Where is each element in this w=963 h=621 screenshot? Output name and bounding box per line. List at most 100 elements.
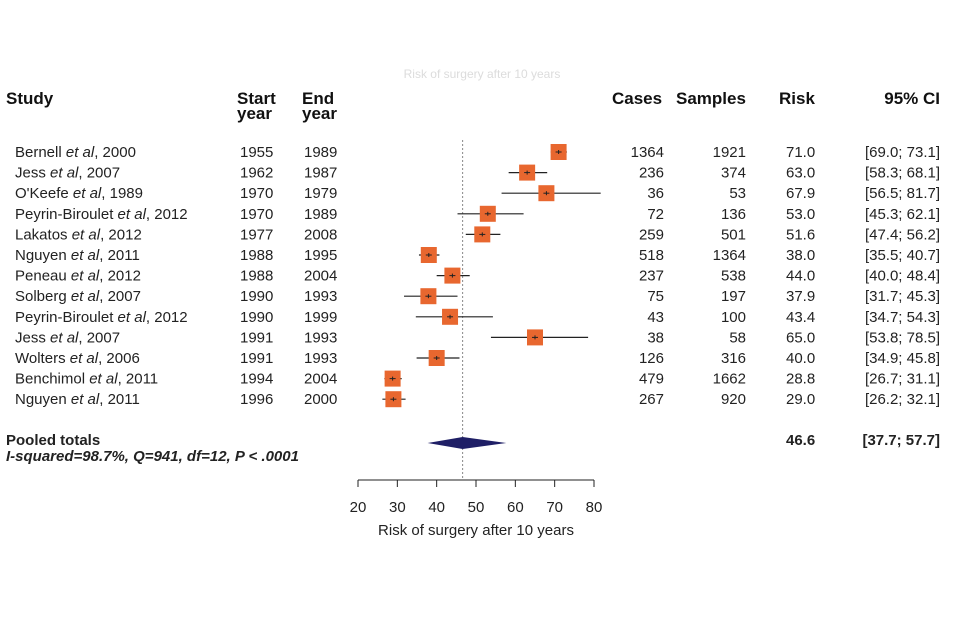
study-label: Nguyen et al, 2011	[15, 391, 140, 408]
study-row: Solberg et al, 2007 1990 1993 75 197 37.9 [31.…	[15, 288, 940, 305]
x-tick-label: 80	[586, 499, 603, 516]
risk-value: 29.0	[786, 391, 815, 408]
samples-value: 501	[721, 226, 746, 243]
study-row: Peyrin-Biroulet et al, 2012 1990 1999 43 100…	[15, 308, 940, 326]
cases-value: 237	[639, 268, 664, 285]
start-year: 1991	[240, 350, 273, 367]
cases-value: 75	[647, 288, 664, 305]
samples-value: 1921	[713, 144, 746, 161]
end-year: 2004	[304, 268, 337, 285]
end-year: 1993	[304, 329, 337, 346]
end-year: 1989	[304, 144, 337, 161]
end-year: 1987	[304, 165, 337, 182]
samples-value: 58	[729, 329, 746, 346]
study-label: Solberg et al, 2007	[15, 288, 141, 305]
risk-value: 71.0	[786, 144, 815, 161]
study-label: Peyrin-Biroulet et al, 2012	[15, 206, 188, 223]
start-year: 1994	[240, 371, 273, 388]
study-label: Bernell et al, 2000	[15, 144, 136, 161]
study-row: Wolters et al, 2006 1991 1993 126 316 40.0 [34…	[15, 350, 940, 367]
pooled-risk: 46.6	[786, 432, 815, 449]
end-year: 2000	[304, 391, 337, 408]
cases-value: 236	[639, 165, 664, 182]
ci-value: [31.7; 45.3]	[865, 288, 940, 305]
x-tick-label: 30	[389, 499, 406, 516]
start-year: 1990	[240, 309, 273, 326]
risk-value: 67.9	[786, 185, 815, 202]
header-start-year-line1: Start	[237, 89, 276, 108]
risk-value: 44.0	[786, 268, 815, 285]
study-row: Peneau et al, 2012 1988 2004 237 538 44.0 [40.…	[15, 267, 940, 285]
faint-title: Risk of surgery after 10 years	[404, 67, 561, 81]
cases-value: 259	[639, 226, 664, 243]
end-year: 1999	[304, 309, 337, 326]
start-year: 1970	[240, 206, 273, 223]
ci-value: [47.4; 56.2]	[865, 226, 940, 243]
start-year: 1970	[240, 185, 273, 202]
risk-value: 65.0	[786, 329, 815, 346]
cases-value: 38	[647, 329, 664, 346]
x-tick-label: 40	[428, 499, 445, 516]
start-year: 1962	[240, 165, 273, 182]
risk-value: 53.0	[786, 206, 815, 223]
header-samples: Samples	[676, 89, 746, 108]
start-year: 1990	[240, 288, 273, 305]
cases-value: 126	[639, 350, 664, 367]
risk-value: 38.0	[786, 247, 815, 264]
start-year: 1991	[240, 329, 273, 346]
cases-value: 72	[647, 206, 664, 223]
pooled-ci: [37.7; 57.7]	[862, 432, 940, 449]
study-row: Benchimol et al, 2011 1994 2004 479 1662 28.8…	[15, 370, 940, 388]
start-year: 1988	[240, 247, 273, 264]
study-row: Lakatos et al, 2012 1977 2008 259 501 51.6 [47…	[15, 226, 940, 243]
end-year: 1989	[304, 206, 337, 223]
ci-value: [40.0; 48.4]	[865, 268, 940, 285]
study-row: Nguyen et al, 2011 1996 2000 267 920 29.0 [26.…	[15, 391, 940, 408]
study-label: Lakatos et al, 2012	[15, 226, 142, 243]
ci-value: [34.7; 54.3]	[865, 309, 940, 326]
start-year: 1996	[240, 391, 273, 408]
cases-value: 267	[639, 391, 664, 408]
cases-value: 479	[639, 371, 664, 388]
risk-value: 43.4	[786, 309, 815, 326]
study-label: Peneau et al, 2012	[15, 268, 141, 285]
samples-value: 100	[721, 309, 746, 326]
ci-value: [34.9; 45.8]	[865, 350, 940, 367]
x-tick-label: 70	[546, 499, 563, 516]
study-label: Wolters et al, 2006	[15, 350, 140, 367]
ci-value: [53.8; 78.5]	[865, 329, 940, 346]
ci-value: [26.2; 32.1]	[865, 391, 940, 408]
study-row: Jess et al, 2007 1991 1993 38 58 65.0 [53.8; 7…	[15, 329, 940, 346]
study-label: Benchimol et al, 2011	[15, 371, 158, 388]
start-year: 1988	[240, 268, 273, 285]
ci-value: [35.5; 40.7]	[865, 247, 940, 264]
pooled-row: Pooled totals 46.6 [37.7; 57.7] I-squared=9…	[6, 432, 940, 465]
header-end-year-line2: year	[302, 104, 337, 123]
header-start-year-line2: year	[237, 104, 272, 123]
start-year: 1955	[240, 144, 273, 161]
samples-value: 538	[721, 268, 746, 285]
ci-value: [56.5; 81.7]	[865, 185, 940, 202]
end-year: 1995	[304, 247, 337, 264]
heterogeneity-stats: I-squared=98.7%, Q=941, df=12, P < .0001	[6, 448, 299, 465]
cases-value: 43	[647, 309, 664, 326]
study-label: Peyrin-Biroulet et al, 2012	[15, 309, 188, 326]
samples-value: 374	[721, 165, 746, 182]
samples-value: 920	[721, 391, 746, 408]
study-row: O'Keefe et al, 1989 1970 1979 36 53 67.9 [56.5…	[15, 185, 940, 202]
samples-value: 53	[729, 185, 746, 202]
ci-value: [26.7; 31.1]	[865, 371, 940, 388]
ci-value: [58.3; 68.1]	[865, 165, 940, 182]
samples-value: 1364	[713, 247, 746, 264]
cases-value: 518	[639, 247, 664, 264]
risk-value: 40.0	[786, 350, 815, 367]
end-year: 2008	[304, 226, 337, 243]
samples-value: 136	[721, 206, 746, 223]
header-ci: 95% CI	[884, 89, 940, 108]
cases-value: 36	[647, 185, 664, 202]
pooled-diamond	[427, 437, 507, 449]
end-year: 1993	[304, 350, 337, 367]
x-tick-label: 20	[350, 499, 367, 516]
study-rows: Bernell et al, 2000 1955 1989 1364 1921 71.0 […	[15, 144, 940, 408]
